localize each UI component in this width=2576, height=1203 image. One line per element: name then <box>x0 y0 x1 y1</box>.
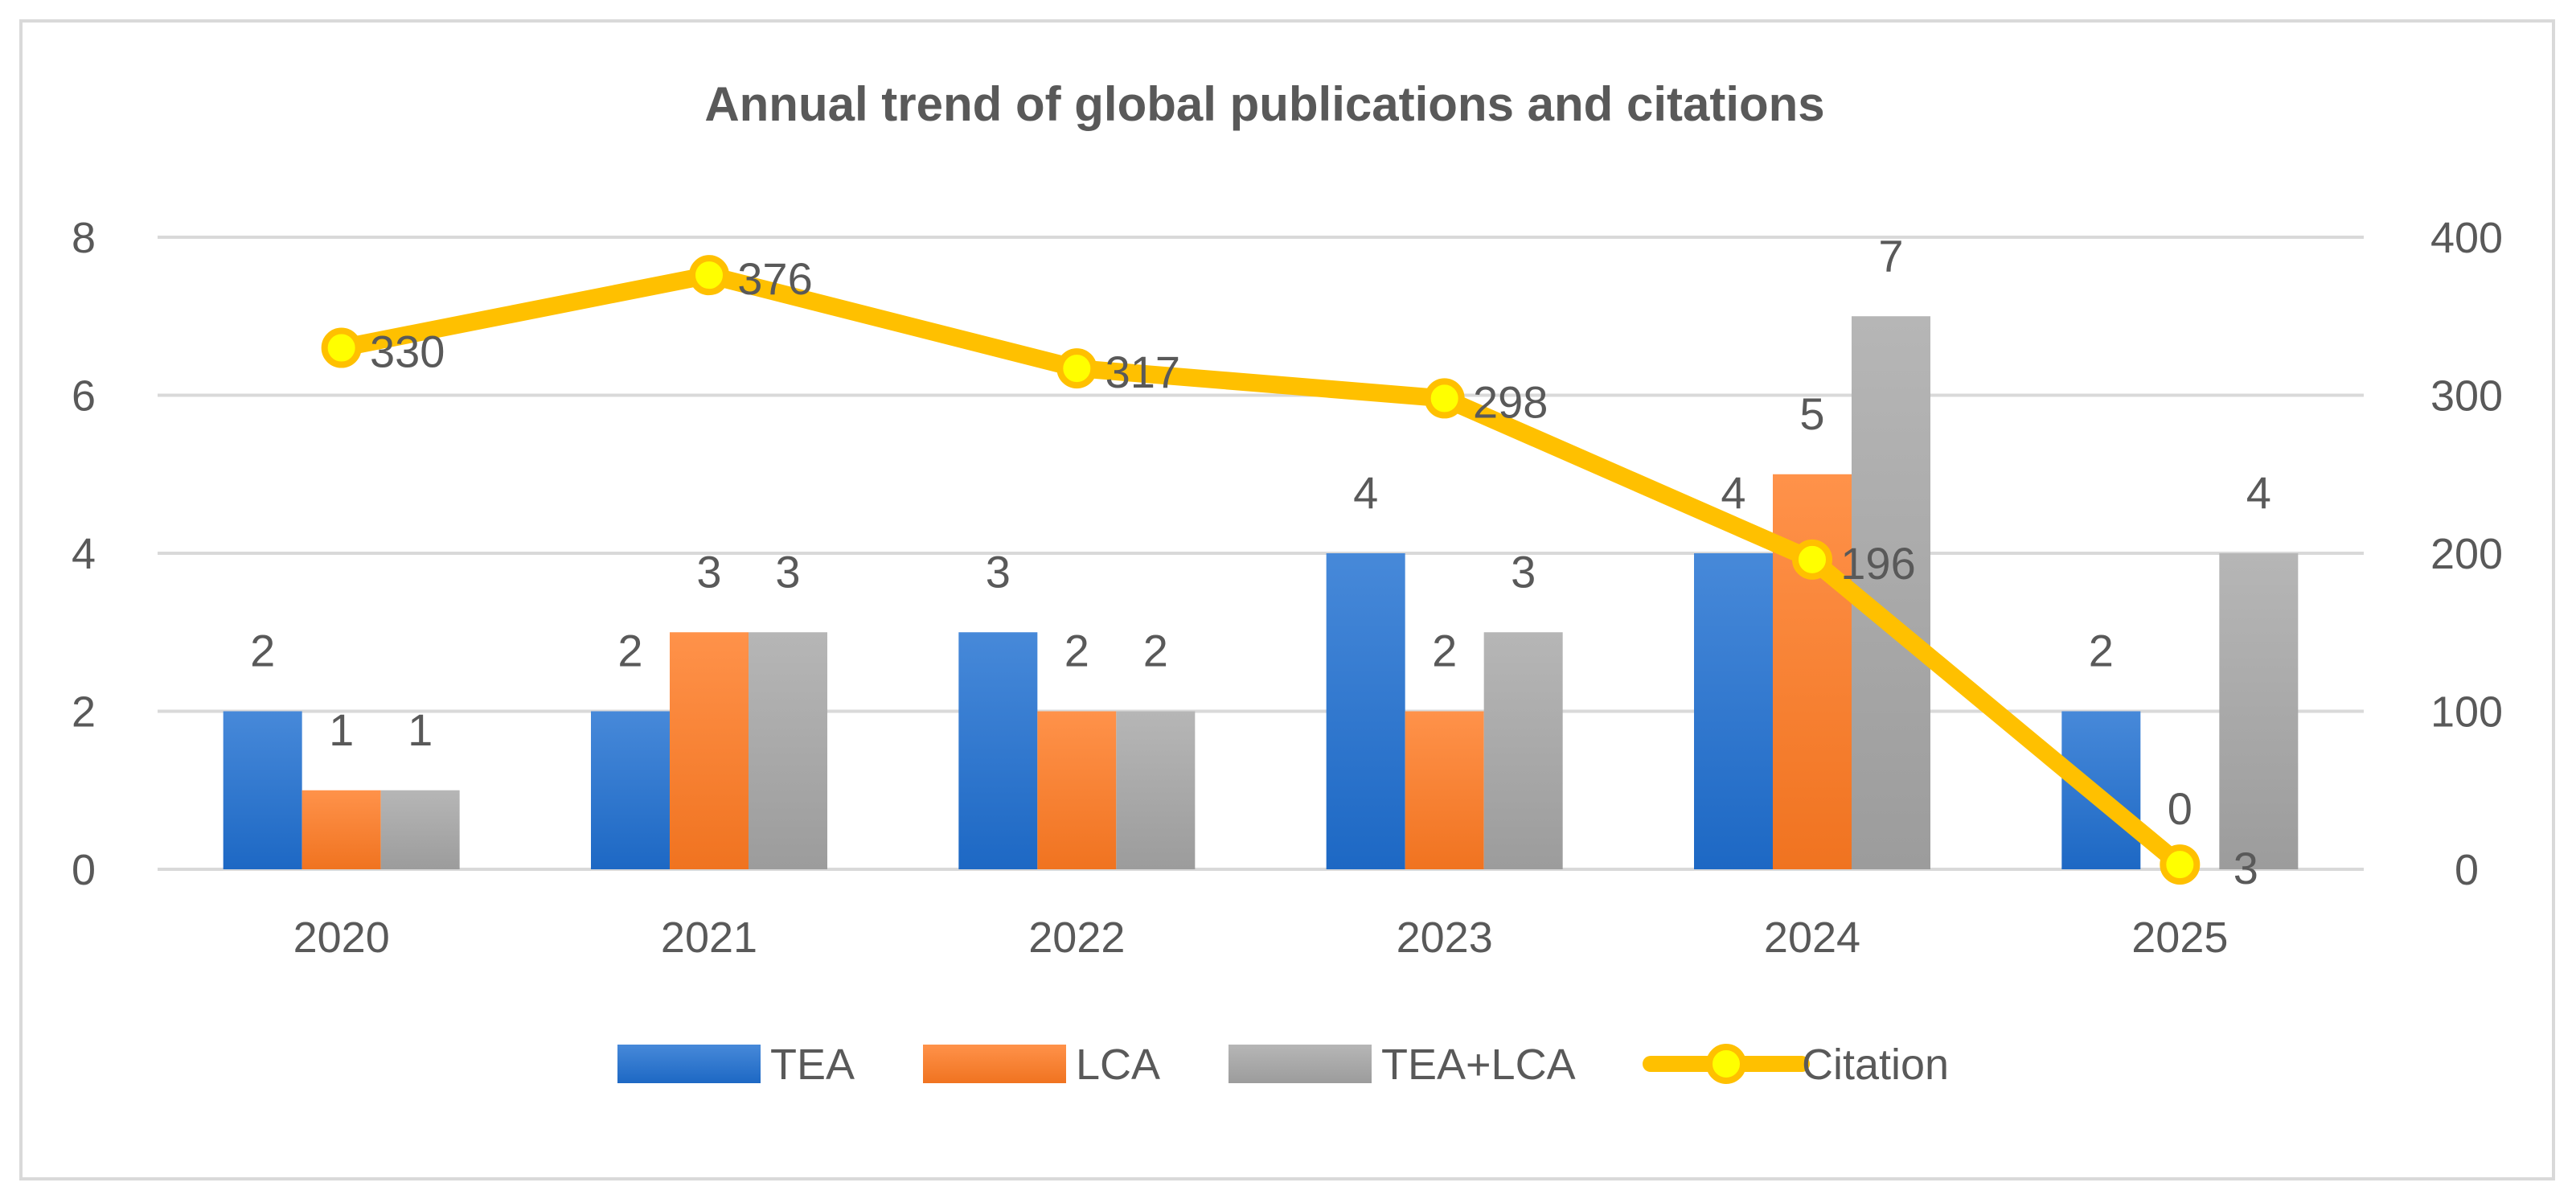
legend-label: TEA+LCA <box>1381 1041 1576 1089</box>
bar-tea-lca <box>1116 711 1196 869</box>
right-axis-tick-label: 200 <box>2430 530 2503 578</box>
citation-marker <box>1424 378 1465 419</box>
left-axis-ticks: 0 2 4 6 8 <box>72 214 96 894</box>
legend-label: LCA <box>1076 1041 1160 1089</box>
x-axis-tick-label: 2021 <box>661 914 757 962</box>
right-axis-tick-label: 400 <box>2430 214 2503 262</box>
bar-tea-lca <box>749 632 827 869</box>
legend-swatch-tea <box>617 1045 761 1083</box>
bar-lca <box>1037 711 1117 869</box>
bar-lca <box>670 632 749 869</box>
bar-data-label: 1 <box>408 704 433 755</box>
bar-data-label: 3 <box>986 546 1011 597</box>
left-axis-tick-label: 6 <box>72 372 96 421</box>
bar-data-label: 0 <box>2168 783 2192 834</box>
bar-data-label: 5 <box>1799 388 1824 439</box>
bar-tea <box>223 711 302 869</box>
legend-swatch-citation-marker <box>1706 1044 1746 1084</box>
bar-data-labels: 2 2 3 4 4 2 1 3 2 2 5 0 1 3 2 3 7 4 <box>250 230 2271 834</box>
bar-data-label: 3 <box>696 546 721 597</box>
right-axis-tick-label: 100 <box>2430 688 2503 737</box>
bar-data-label: 2 <box>1432 626 1457 676</box>
x-axis-tick-label: 2023 <box>1397 914 1493 962</box>
citation-data-label: 330 <box>370 326 445 377</box>
bar-data-label: 7 <box>1878 230 1903 281</box>
bar-lca <box>1405 711 1484 869</box>
chart-title: Annual trend of global publications and … <box>704 77 1824 131</box>
x-axis-tick-label: 2024 <box>1764 914 1860 962</box>
legend-swatch-tea-lca <box>1229 1045 1372 1083</box>
bar-data-label: 1 <box>329 704 354 755</box>
gridlines <box>158 236 2364 871</box>
left-axis-tick-label: 0 <box>72 846 96 894</box>
legend-swatch-lca <box>923 1045 1066 1083</box>
bar-tea-lca <box>1483 632 1563 869</box>
bar-data-label: 2 <box>1143 626 1168 676</box>
citation-data-label: 196 <box>1840 538 1915 589</box>
legend-label: TEA <box>770 1041 855 1089</box>
right-axis-tick-label: 300 <box>2430 372 2503 421</box>
x-axis-tick-label: 2022 <box>1028 914 1125 962</box>
bar-data-label: 2 <box>617 626 642 676</box>
citation-line-series <box>321 255 2201 885</box>
right-axis-tick-label: 0 <box>2455 846 2479 894</box>
x-axis-tick-label: 2020 <box>293 914 390 962</box>
combo-chart: Annual trend of global publications and … <box>72 77 2503 1089</box>
bar-tea <box>958 632 1038 869</box>
bar-data-label: 4 <box>1721 467 1745 518</box>
legend-label: Citation <box>1802 1041 1949 1089</box>
citation-marker <box>689 255 729 296</box>
citation-marker <box>1792 539 1832 580</box>
bar-series <box>223 316 2299 869</box>
bar-tea-lca <box>380 790 460 869</box>
bar-tea <box>1694 553 1773 869</box>
x-axis-ticks: 2020 2021 2022 2023 2024 2025 <box>293 914 2229 962</box>
citation-data-label: 3 <box>2233 843 2258 893</box>
bar-data-label: 3 <box>775 546 800 597</box>
bar-tea-lca <box>2219 553 2299 869</box>
left-axis-tick-label: 4 <box>72 530 96 578</box>
bar-data-label: 4 <box>1353 467 1378 518</box>
bar-tea <box>1326 553 1405 869</box>
citation-marker <box>321 327 362 368</box>
bar-tea <box>591 711 670 869</box>
citation-data-label: 376 <box>737 253 812 304</box>
citation-data-label: 298 <box>1473 376 1548 427</box>
bar-data-label: 4 <box>2246 467 2271 518</box>
bar-data-label: 3 <box>1511 546 1536 597</box>
bar-lca <box>301 790 381 869</box>
bar-data-label: 2 <box>250 626 275 676</box>
left-axis-tick-label: 2 <box>72 688 96 737</box>
bar-data-label: 2 <box>1064 626 1089 676</box>
citation-marker <box>1056 348 1097 389</box>
chart-frame: Annual trend of global publications and … <box>19 19 2555 1180</box>
citation-line <box>332 266 2189 874</box>
bar-lca <box>1773 474 1852 869</box>
bar-data-label: 2 <box>2089 626 2114 676</box>
left-axis-tick-label: 8 <box>72 214 96 262</box>
citation-marker <box>2160 844 2201 885</box>
legend: TEA LCA TEA+LCA Citation <box>617 1041 1949 1089</box>
citation-data-label: 317 <box>1105 347 1180 397</box>
x-axis-tick-label: 2025 <box>2131 914 2228 962</box>
right-axis-ticks: 0 100 200 300 400 <box>2430 214 2503 894</box>
